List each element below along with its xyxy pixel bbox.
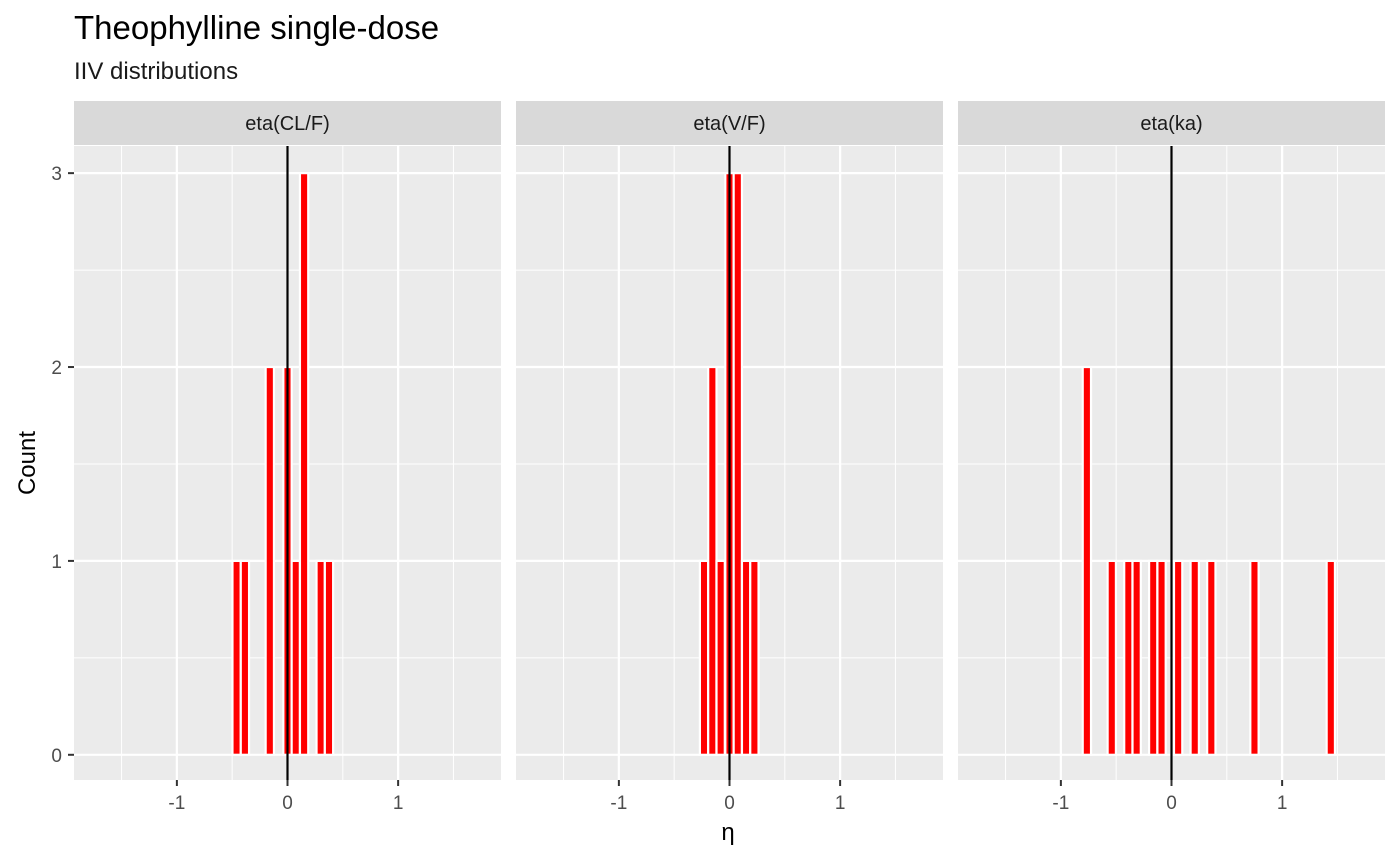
histogram-bar — [290, 559, 302, 756]
histogram-bar — [1249, 559, 1260, 756]
histogram-bar — [1081, 365, 1093, 756]
y-axis-title: Count — [14, 431, 41, 495]
facet-strip — [74, 101, 501, 145]
histogram-bar — [707, 365, 718, 756]
x-tick-label: 0 — [1166, 793, 1177, 814]
facet-strip-label: eta(V/F) — [693, 113, 765, 135]
histogram-bar — [740, 559, 752, 756]
facet-strip — [958, 101, 1385, 145]
y-tick-label: 2 — [51, 358, 62, 379]
x-tick-label: -1 — [610, 793, 627, 814]
histogram-bar — [1156, 559, 1167, 756]
x-tick-label: -1 — [1052, 793, 1069, 814]
histogram-bar — [231, 559, 242, 756]
facet-panels: eta(CL/F) -1 0 1 eta(V/F) -1 0 1 eta(ka) -1 0 1 — [74, 101, 1385, 814]
x-tick-label: 1 — [835, 793, 846, 814]
facet-strip-label: eta(ka) — [1140, 113, 1202, 135]
chart-title: Theophylline single-dose — [74, 9, 439, 46]
histogram-bar — [698, 559, 710, 756]
histogram-bar — [1172, 559, 1184, 756]
facet-strip-label: eta(CL/F) — [245, 113, 329, 135]
histogram-bar — [315, 559, 326, 756]
x-tick-label: 1 — [1277, 793, 1288, 814]
y-tick-label: 3 — [51, 164, 62, 185]
chart-subtitle: IIV distributions — [74, 58, 238, 85]
y-tick-label: 0 — [51, 746, 62, 767]
histogram-bar — [1131, 559, 1142, 756]
x-tick-label: 0 — [282, 793, 293, 814]
facet-panel-3: eta(ka) -1 0 1 — [958, 101, 1385, 814]
histogram-bar — [749, 559, 760, 756]
facet-panel-1: eta(CL/F) -1 0 1 — [74, 101, 501, 814]
histogram-bar — [264, 365, 276, 756]
y-axis: 0 1 2 3 — [51, 164, 74, 767]
x-tick-label: 1 — [393, 793, 404, 814]
facet-strip — [516, 101, 943, 145]
histogram-bar — [1189, 559, 1200, 756]
x-tick-label: -1 — [168, 793, 185, 814]
histogram-bar — [1106, 559, 1118, 756]
x-axis-title: η — [721, 819, 734, 846]
histogram-bar — [1206, 559, 1217, 756]
histogram-bar — [1147, 559, 1159, 756]
histogram-bar — [298, 172, 310, 756]
histogram-bar — [1123, 559, 1134, 756]
histogram-bar — [1325, 559, 1337, 756]
histogram-bar — [715, 559, 726, 756]
y-tick-label: 1 — [51, 552, 62, 573]
x-tick-label: 0 — [724, 793, 735, 814]
histogram-bar — [732, 172, 744, 756]
histogram-bar — [323, 559, 335, 756]
histogram-bar — [239, 559, 251, 756]
facet-panel-2: eta(V/F) -1 0 1 — [516, 101, 943, 814]
